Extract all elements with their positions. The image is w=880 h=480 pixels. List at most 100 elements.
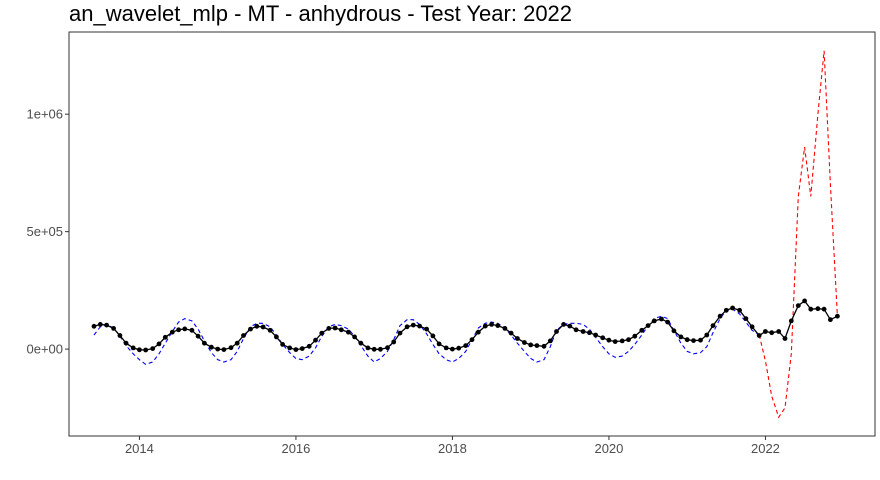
actual-point [358,340,364,346]
actual-point [280,342,285,347]
actual-point [808,306,814,312]
actual-point [659,316,664,322]
actual-point [678,334,684,340]
actual-point [436,341,442,347]
actual-point [202,340,207,346]
actual-point [326,326,332,331]
actual-point [626,337,631,343]
actual-point [528,342,534,348]
actual-point [130,345,136,351]
actual-point [587,330,592,336]
x-tick-label: 2016 [281,441,310,456]
actual-point [137,347,142,353]
actual-point [306,343,312,349]
actual-point [776,329,782,334]
actual-point [378,346,383,352]
actual-point [502,326,508,331]
actual-point [234,340,240,346]
actual-point [475,329,481,335]
actual-point [522,340,527,345]
actual-point [639,327,645,333]
y-tick-label: 1e+06 [26,107,63,122]
actual-point [117,333,123,338]
actual-point [397,330,403,336]
actual-point [698,337,703,343]
actual-point [430,333,436,339]
actual-point [143,347,149,353]
x-tick-label: 2022 [751,441,780,456]
y-tick-label: 0e+00 [26,342,63,357]
actual-point [691,338,696,343]
actual-point [385,345,390,351]
actual-point [104,322,109,328]
actual-point [241,333,246,338]
actual-point [450,346,455,352]
actual-point [671,328,677,334]
actual-point [730,305,735,311]
actual-point [352,334,357,340]
actual-point [287,345,293,351]
actual-point [123,340,129,346]
actual-point [835,313,840,319]
actual-point [182,326,188,332]
actual-point [600,335,606,341]
x-tick-label: 2018 [438,441,467,456]
actual-point [443,345,449,351]
actual-point [417,323,422,329]
actual-point [221,347,227,352]
actual-point [606,337,612,343]
actual-point [737,307,742,313]
actual-point [469,337,475,343]
plot-panel [68,31,876,437]
actual-point [828,317,833,323]
actual-point [489,322,494,327]
actual-point [573,327,579,333]
actual-point [260,324,266,330]
actual-point [274,334,279,340]
actual-point [410,322,416,328]
actual-point [371,346,377,352]
actual-point [209,344,214,350]
actual-point [567,323,573,329]
forecast-series-line [758,50,838,419]
actual-point [111,326,116,331]
actual-point [338,327,344,333]
actual-point [189,327,195,333]
actual-point [404,324,410,330]
actual-point [391,339,397,345]
actual-point [580,329,586,334]
actual-point [769,330,775,336]
actual-point [717,313,723,319]
actual-point [267,327,273,333]
actual-point [665,319,670,325]
actual-point [645,323,651,328]
actual-point [795,303,801,308]
actual-point [619,338,625,344]
actual-point [228,345,234,351]
actual-point [541,343,547,349]
actual-point [632,333,638,339]
actual-point [319,330,325,336]
actual-point [97,322,103,327]
actual-point [248,326,253,332]
actual-point [456,345,462,351]
actual-point [346,329,351,335]
actual-point [482,323,488,329]
actual-point [299,346,305,351]
y-tick-label: 5e+05 [26,224,63,239]
actual-point [749,324,755,330]
actual-point [508,330,514,336]
actual-point [169,329,175,335]
x-tick-label: 2020 [594,441,623,456]
actual-point [162,334,168,340]
actual-point [612,339,618,344]
actual-point [365,345,371,351]
actual-point [91,323,97,329]
actual-point [195,333,201,339]
actual-point [821,306,827,312]
actual-point [293,347,299,352]
actual-point [782,336,788,341]
actual-point [561,322,566,327]
actual-point [756,333,762,338]
